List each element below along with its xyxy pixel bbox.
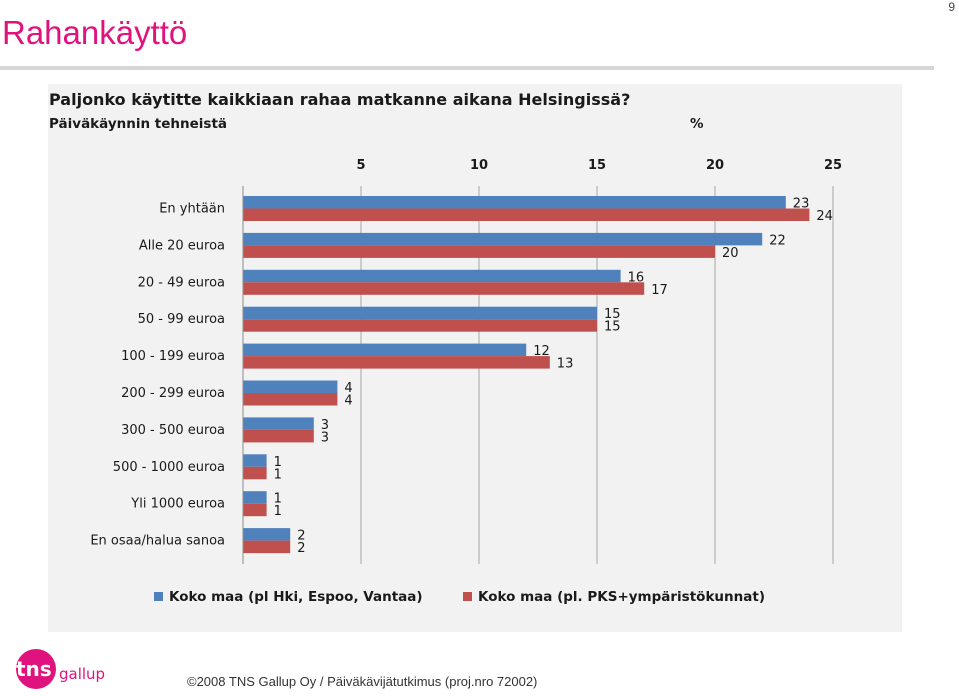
x-tick-label: 15 xyxy=(588,158,606,173)
legend: Koko maa (pl Hki, Espoo, Vantaa) Koko maa… xyxy=(154,589,765,605)
bar-series-2 xyxy=(243,540,291,554)
slide-title: Rahankäyttö xyxy=(2,14,188,51)
logo-tns-text: tns xyxy=(16,657,52,681)
bar-series-1 xyxy=(243,269,621,283)
data-label: 22 xyxy=(769,233,786,248)
data-label: 24 xyxy=(816,209,833,224)
bar-series-2 xyxy=(243,503,267,517)
data-label: 15 xyxy=(604,320,621,335)
x-tick-label: 5 xyxy=(356,158,365,173)
bar-series-1 xyxy=(243,343,527,357)
category-label: 200 - 299 euroa xyxy=(121,386,225,401)
category-label: 50 - 99 euroa xyxy=(138,312,225,327)
category-label: 300 - 500 euroa xyxy=(121,423,225,438)
category-label: Alle 20 euroa xyxy=(139,238,225,253)
data-label: 20 xyxy=(722,246,739,261)
data-label: 15 xyxy=(604,307,621,322)
category-label: En osaa/halua sanoa xyxy=(90,534,225,549)
page-number: 9 xyxy=(948,0,955,14)
bar-series-2 xyxy=(243,466,267,480)
bar-series-2 xyxy=(243,393,338,406)
chart-subtitle: Päiväkäynnin tehneistä xyxy=(49,116,227,132)
bar-series-2 xyxy=(243,356,550,369)
category-label: 100 - 199 euroa xyxy=(121,349,225,364)
data-label: 23 xyxy=(793,197,810,212)
data-label: 17 xyxy=(651,283,668,298)
data-label: 16 xyxy=(628,270,645,285)
bar-series-2 xyxy=(243,208,810,221)
unit-label: % xyxy=(690,116,704,132)
x-tick-label: 10 xyxy=(470,158,488,173)
bar-series-1 xyxy=(243,306,597,320)
bar-chart: Paljonko käytitte kaikkiaan rahaa matkan… xyxy=(49,90,842,605)
logo-gallup-text: gallup xyxy=(59,665,105,683)
bars xyxy=(243,196,810,554)
data-label: 1 xyxy=(274,492,282,507)
data-label: 2 xyxy=(297,529,305,544)
bar-series-1 xyxy=(243,196,786,209)
x-axis-ticks: 5 10 15 20 25 xyxy=(356,158,842,173)
data-label: 2 xyxy=(297,541,305,556)
legend-swatch xyxy=(154,592,163,601)
footer-copyright: ©2008 TNS Gallup Oy / Päiväkävijätutkimu… xyxy=(187,674,538,689)
category-label: 20 - 49 euroa xyxy=(138,275,225,290)
chart-title: Paljonko käytitte kaikkiaan rahaa matkan… xyxy=(49,90,630,109)
legend-label: Koko maa (pl. PKS+ympäristökunnat) xyxy=(478,589,765,605)
legend-label: Koko maa (pl Hki, Espoo, Vantaa) xyxy=(169,589,423,605)
bar-series-1 xyxy=(243,528,291,541)
data-label: 1 xyxy=(274,467,282,482)
bar-series-2 xyxy=(243,429,314,443)
data-label: 3 xyxy=(321,418,329,433)
legend-swatch xyxy=(463,592,472,601)
bar-series-2 xyxy=(243,282,645,295)
bar-series-1 xyxy=(243,380,338,393)
tns-gallup-logo: tns gallup xyxy=(16,649,105,689)
data-label: 1 xyxy=(274,455,282,470)
data-label: 4 xyxy=(344,381,352,396)
bar-series-2 xyxy=(243,245,715,258)
data-label: 1 xyxy=(274,504,282,519)
data-label: 12 xyxy=(533,344,550,359)
category-label: En yhtään xyxy=(159,202,225,217)
x-tick-label: 20 xyxy=(706,158,724,173)
data-label: 3 xyxy=(321,430,329,445)
chart-panel: Paljonko käytitte kaikkiaan rahaa matkan… xyxy=(48,84,902,632)
category-labels: En yhtään Alle 20 euroa 20 - 49 euroa 50 - … xyxy=(90,202,225,549)
bar-series-1 xyxy=(243,454,267,467)
x-tick-label: 25 xyxy=(824,158,842,173)
bar-series-1 xyxy=(243,232,763,246)
title-divider xyxy=(0,66,934,70)
bar-series-1 xyxy=(243,491,267,504)
bar-series-2 xyxy=(243,319,597,332)
category-label: Yli 1000 euroa xyxy=(130,497,225,512)
category-label: 500 - 1000 euroa xyxy=(113,460,225,475)
data-label: 13 xyxy=(557,357,574,372)
bar-series-1 xyxy=(243,417,314,430)
data-label: 4 xyxy=(344,394,352,409)
